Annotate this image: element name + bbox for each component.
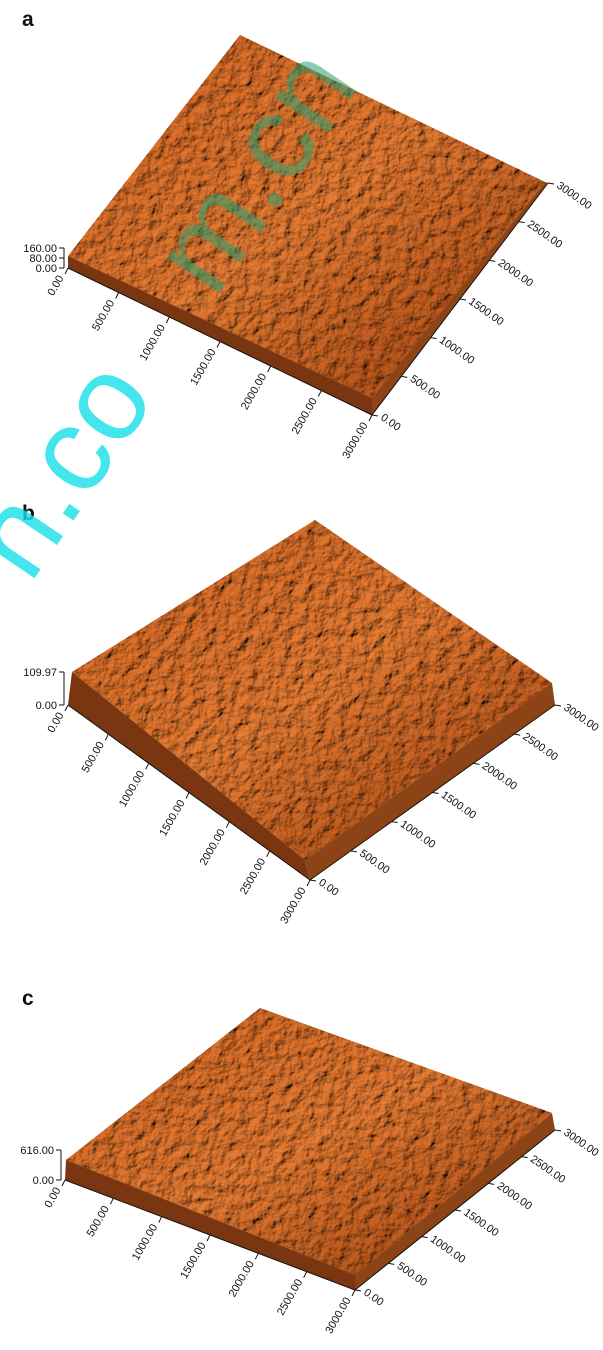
y-tick-label: 500.00 — [395, 1260, 429, 1289]
y-tick — [355, 1290, 361, 1291]
z-tick-label: 0.00 — [36, 700, 57, 712]
y-tick — [488, 1183, 494, 1184]
y-tick-label: 1500.00 — [439, 789, 478, 822]
z-tick-label: 109.97 — [23, 667, 57, 679]
y-tick-label: 2000.00 — [496, 257, 535, 290]
y-tick — [372, 415, 378, 416]
y-tick-label: 0.00 — [378, 412, 402, 434]
y-tick-label: 2000.00 — [480, 760, 519, 793]
x-tick — [318, 391, 321, 397]
y-tick-label: 2500.00 — [520, 731, 559, 764]
x-tick — [267, 851, 270, 857]
x-tick — [226, 822, 229, 828]
x-tick — [65, 268, 68, 274]
y-tick-label: 1000.00 — [437, 334, 476, 367]
x-tick — [105, 734, 108, 740]
y-tick-label: 500.00 — [408, 373, 442, 402]
x-tick — [352, 1290, 355, 1296]
y-tick-label: 3000.00 — [561, 1127, 600, 1160]
y-tick — [460, 299, 466, 300]
y-tick — [401, 376, 407, 377]
y-tick — [489, 260, 495, 261]
panel-label: a — [22, 8, 34, 31]
x-tick-label: 0.00 — [42, 1186, 63, 1211]
surface-texture — [66, 1008, 552, 1275]
y-tick-label: 2500.00 — [525, 218, 564, 251]
z-tick-label: 0.00 — [36, 263, 57, 275]
x-tick-label: 2000.00 — [227, 1259, 257, 1299]
x-tick — [159, 1217, 162, 1223]
x-tick-label: 0.00 — [45, 711, 66, 736]
y-tick — [519, 222, 525, 223]
y-tick — [548, 183, 554, 184]
y-tick — [522, 1157, 528, 1158]
x-tick-label: 1000.00 — [138, 323, 168, 363]
y-tick-label: 0.00 — [361, 1287, 385, 1309]
panel-label: c — [22, 987, 34, 1010]
x-tick — [65, 705, 68, 711]
x-tick — [268, 366, 271, 372]
x-tick-label: 1500.00 — [178, 1241, 208, 1281]
x-tick-label: 3000.00 — [340, 421, 370, 461]
x-tick-label: 2500.00 — [275, 1277, 305, 1317]
x-tick — [207, 1235, 210, 1241]
y-tick — [433, 793, 439, 794]
x-tick — [304, 1272, 307, 1278]
y-tick-label: 2000.00 — [495, 1180, 534, 1213]
x-tick — [62, 1180, 65, 1186]
y-tick — [388, 1263, 394, 1264]
y-tick — [422, 1237, 428, 1238]
x-tick — [166, 317, 169, 323]
x-tick — [255, 1253, 258, 1259]
x-tick — [146, 763, 149, 769]
y-tick-label: 1000.00 — [398, 818, 437, 851]
y-tick-label: 1500.00 — [461, 1207, 500, 1240]
x-tick-label: 2000.00 — [198, 827, 228, 867]
y-tick — [555, 705, 561, 706]
x-tick-label: 2500.00 — [238, 856, 268, 896]
x-tick-label: 1500.00 — [157, 798, 187, 838]
x-tick-label: 500.00 — [90, 298, 117, 333]
x-tick — [110, 1198, 113, 1204]
y-tick-label: 500.00 — [357, 847, 391, 876]
figure: a160.0080.000.000.00500.001000.001500.00… — [0, 0, 603, 1350]
y-tick — [392, 822, 398, 823]
y-tick — [431, 338, 437, 339]
x-tick-label: 3000.00 — [278, 886, 308, 926]
z-tick-label: 616.00 — [20, 1145, 54, 1157]
y-tick-label: 3000.00 — [554, 180, 593, 213]
x-tick — [307, 880, 310, 886]
watermark: n.co — [0, 337, 178, 600]
y-tick-label: 1500.00 — [466, 296, 505, 329]
y-tick — [455, 1210, 461, 1211]
y-tick-label: 2500.00 — [528, 1153, 567, 1186]
x-tick — [369, 415, 372, 421]
x-tick-label: 1500.00 — [188, 347, 218, 387]
x-tick-label: 1000.00 — [117, 769, 147, 809]
x-tick-label: 3000.00 — [323, 1296, 353, 1336]
y-tick — [351, 851, 357, 852]
y-tick-label: 0.00 — [316, 877, 340, 899]
x-tick-label: 2000.00 — [239, 372, 269, 412]
x-tick — [116, 293, 119, 299]
x-tick-label: 1000.00 — [130, 1222, 160, 1262]
x-tick — [186, 793, 189, 799]
surface-texture — [72, 520, 552, 860]
x-tick-label: 2500.00 — [290, 396, 320, 436]
x-tick-label: 500.00 — [85, 1204, 112, 1239]
y-tick — [555, 1130, 561, 1131]
x-tick-label: 0.00 — [45, 274, 66, 299]
x-tick — [217, 342, 220, 348]
y-tick — [514, 734, 520, 735]
x-tick-label: 500.00 — [80, 740, 107, 775]
y-tick-label: 1000.00 — [428, 1233, 467, 1266]
z-tick-label: 0.00 — [33, 1175, 54, 1187]
y-tick — [473, 763, 479, 764]
y-tick — [310, 880, 316, 881]
y-tick-label: 3000.00 — [561, 702, 600, 735]
